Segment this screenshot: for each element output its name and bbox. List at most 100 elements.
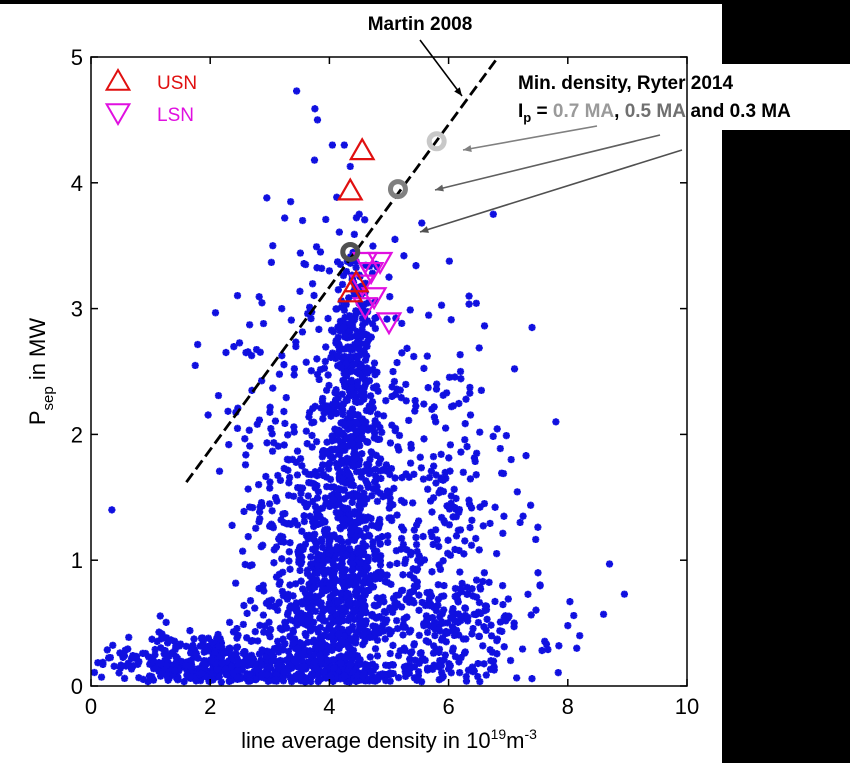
scatter-point xyxy=(267,520,276,528)
scatter-point xyxy=(352,332,360,340)
scatter-point xyxy=(457,375,465,383)
scatter-point xyxy=(209,676,217,684)
scatter-point xyxy=(415,606,423,614)
scatter-point xyxy=(369,404,377,412)
scatter-point xyxy=(391,603,399,612)
scatter-point xyxy=(278,587,286,596)
scatter-point xyxy=(358,282,367,290)
scatter-point xyxy=(315,325,323,333)
scatter-point xyxy=(360,566,369,574)
scatter-point xyxy=(465,500,474,508)
scatter-point xyxy=(337,556,346,564)
scatter-point xyxy=(441,519,449,527)
scatter-point xyxy=(456,568,464,576)
scatter-point xyxy=(187,673,196,681)
scatter-point xyxy=(437,301,446,309)
scatter-point xyxy=(356,391,364,399)
scatter-point xyxy=(401,668,409,676)
scatter-point xyxy=(446,441,455,449)
scatter-point xyxy=(410,641,418,649)
scatter-point xyxy=(429,540,437,549)
scatter-point xyxy=(466,411,475,419)
scatter-point xyxy=(337,460,346,468)
scatter-point xyxy=(233,660,241,669)
scatter-point xyxy=(313,264,321,272)
ip-annotation: Ip = 0.7 MA, 0.5 MA and 0.3 MA xyxy=(518,101,791,125)
scatter-point xyxy=(120,674,129,682)
scatter-point xyxy=(538,646,546,655)
scatter-point xyxy=(288,678,296,686)
scatter-point xyxy=(352,214,361,222)
scatter-point xyxy=(272,573,281,581)
scatter-point xyxy=(175,642,184,650)
scatter-point xyxy=(334,485,343,493)
scatter-point xyxy=(434,601,442,609)
scatter-point xyxy=(442,474,450,482)
x-axis-label-unit: m xyxy=(506,728,524,753)
scatter-point xyxy=(328,546,336,554)
scatter-point xyxy=(459,468,467,476)
scatter-point xyxy=(305,580,313,588)
scatter-point xyxy=(378,533,386,541)
scatter-point xyxy=(427,528,435,536)
scatter-point xyxy=(468,516,476,524)
scatter-point xyxy=(145,672,154,680)
scatter-point xyxy=(329,641,337,649)
scatter-point xyxy=(327,633,335,641)
scatter-point xyxy=(161,647,169,655)
scatter-point xyxy=(325,622,333,630)
scatter-point xyxy=(466,383,474,392)
scatter-point xyxy=(351,591,359,599)
scatter-point xyxy=(410,582,418,590)
scatter-point xyxy=(227,663,235,671)
scatter-point xyxy=(321,617,329,625)
scatter-point xyxy=(228,675,236,683)
scatter-point xyxy=(328,656,336,664)
scatter-point xyxy=(444,665,453,673)
scatter-point xyxy=(350,360,358,369)
scatter-point xyxy=(307,560,315,568)
scatter-point xyxy=(321,659,329,667)
scatter-point xyxy=(482,606,491,614)
scatter-point xyxy=(258,646,266,654)
scatter-point xyxy=(224,407,232,415)
scatter-point xyxy=(348,560,356,568)
scatter-point xyxy=(389,661,397,669)
scatter-point xyxy=(473,593,481,601)
scatter-point xyxy=(301,260,310,269)
scatter-point xyxy=(407,459,415,467)
scatter-point xyxy=(120,652,129,660)
scatter-point xyxy=(355,553,363,561)
scatter-point xyxy=(406,571,414,579)
scatter-point xyxy=(449,615,457,623)
scatter-point xyxy=(366,675,374,683)
scatter-point xyxy=(328,437,336,445)
scatter-point xyxy=(375,435,384,443)
usn-marker xyxy=(336,279,364,303)
scatter-point xyxy=(360,300,369,308)
scatter-point xyxy=(363,460,371,469)
scatter-point xyxy=(313,569,322,577)
scatter-point xyxy=(391,600,399,608)
scatter-point xyxy=(327,412,335,420)
scatter-point xyxy=(486,519,494,528)
scatter-point xyxy=(399,540,407,549)
scatter-point xyxy=(371,645,380,653)
scatter-point xyxy=(162,670,171,678)
scatter-point xyxy=(310,156,319,164)
scatter-point xyxy=(346,352,354,361)
scatter-point xyxy=(432,385,441,393)
scatter-point xyxy=(246,562,254,570)
scatter-point xyxy=(400,615,408,623)
scatter-point xyxy=(307,314,315,323)
scatter-point xyxy=(359,548,368,556)
scatter-point xyxy=(500,613,508,621)
scatter-point xyxy=(239,620,247,629)
scatter-point xyxy=(513,488,521,496)
scatter-point xyxy=(329,495,338,504)
scatter-point xyxy=(180,678,188,686)
scatter-point xyxy=(248,351,256,360)
scatter-point xyxy=(317,404,325,412)
scatter-point xyxy=(297,577,305,585)
scatter-point xyxy=(282,393,290,402)
